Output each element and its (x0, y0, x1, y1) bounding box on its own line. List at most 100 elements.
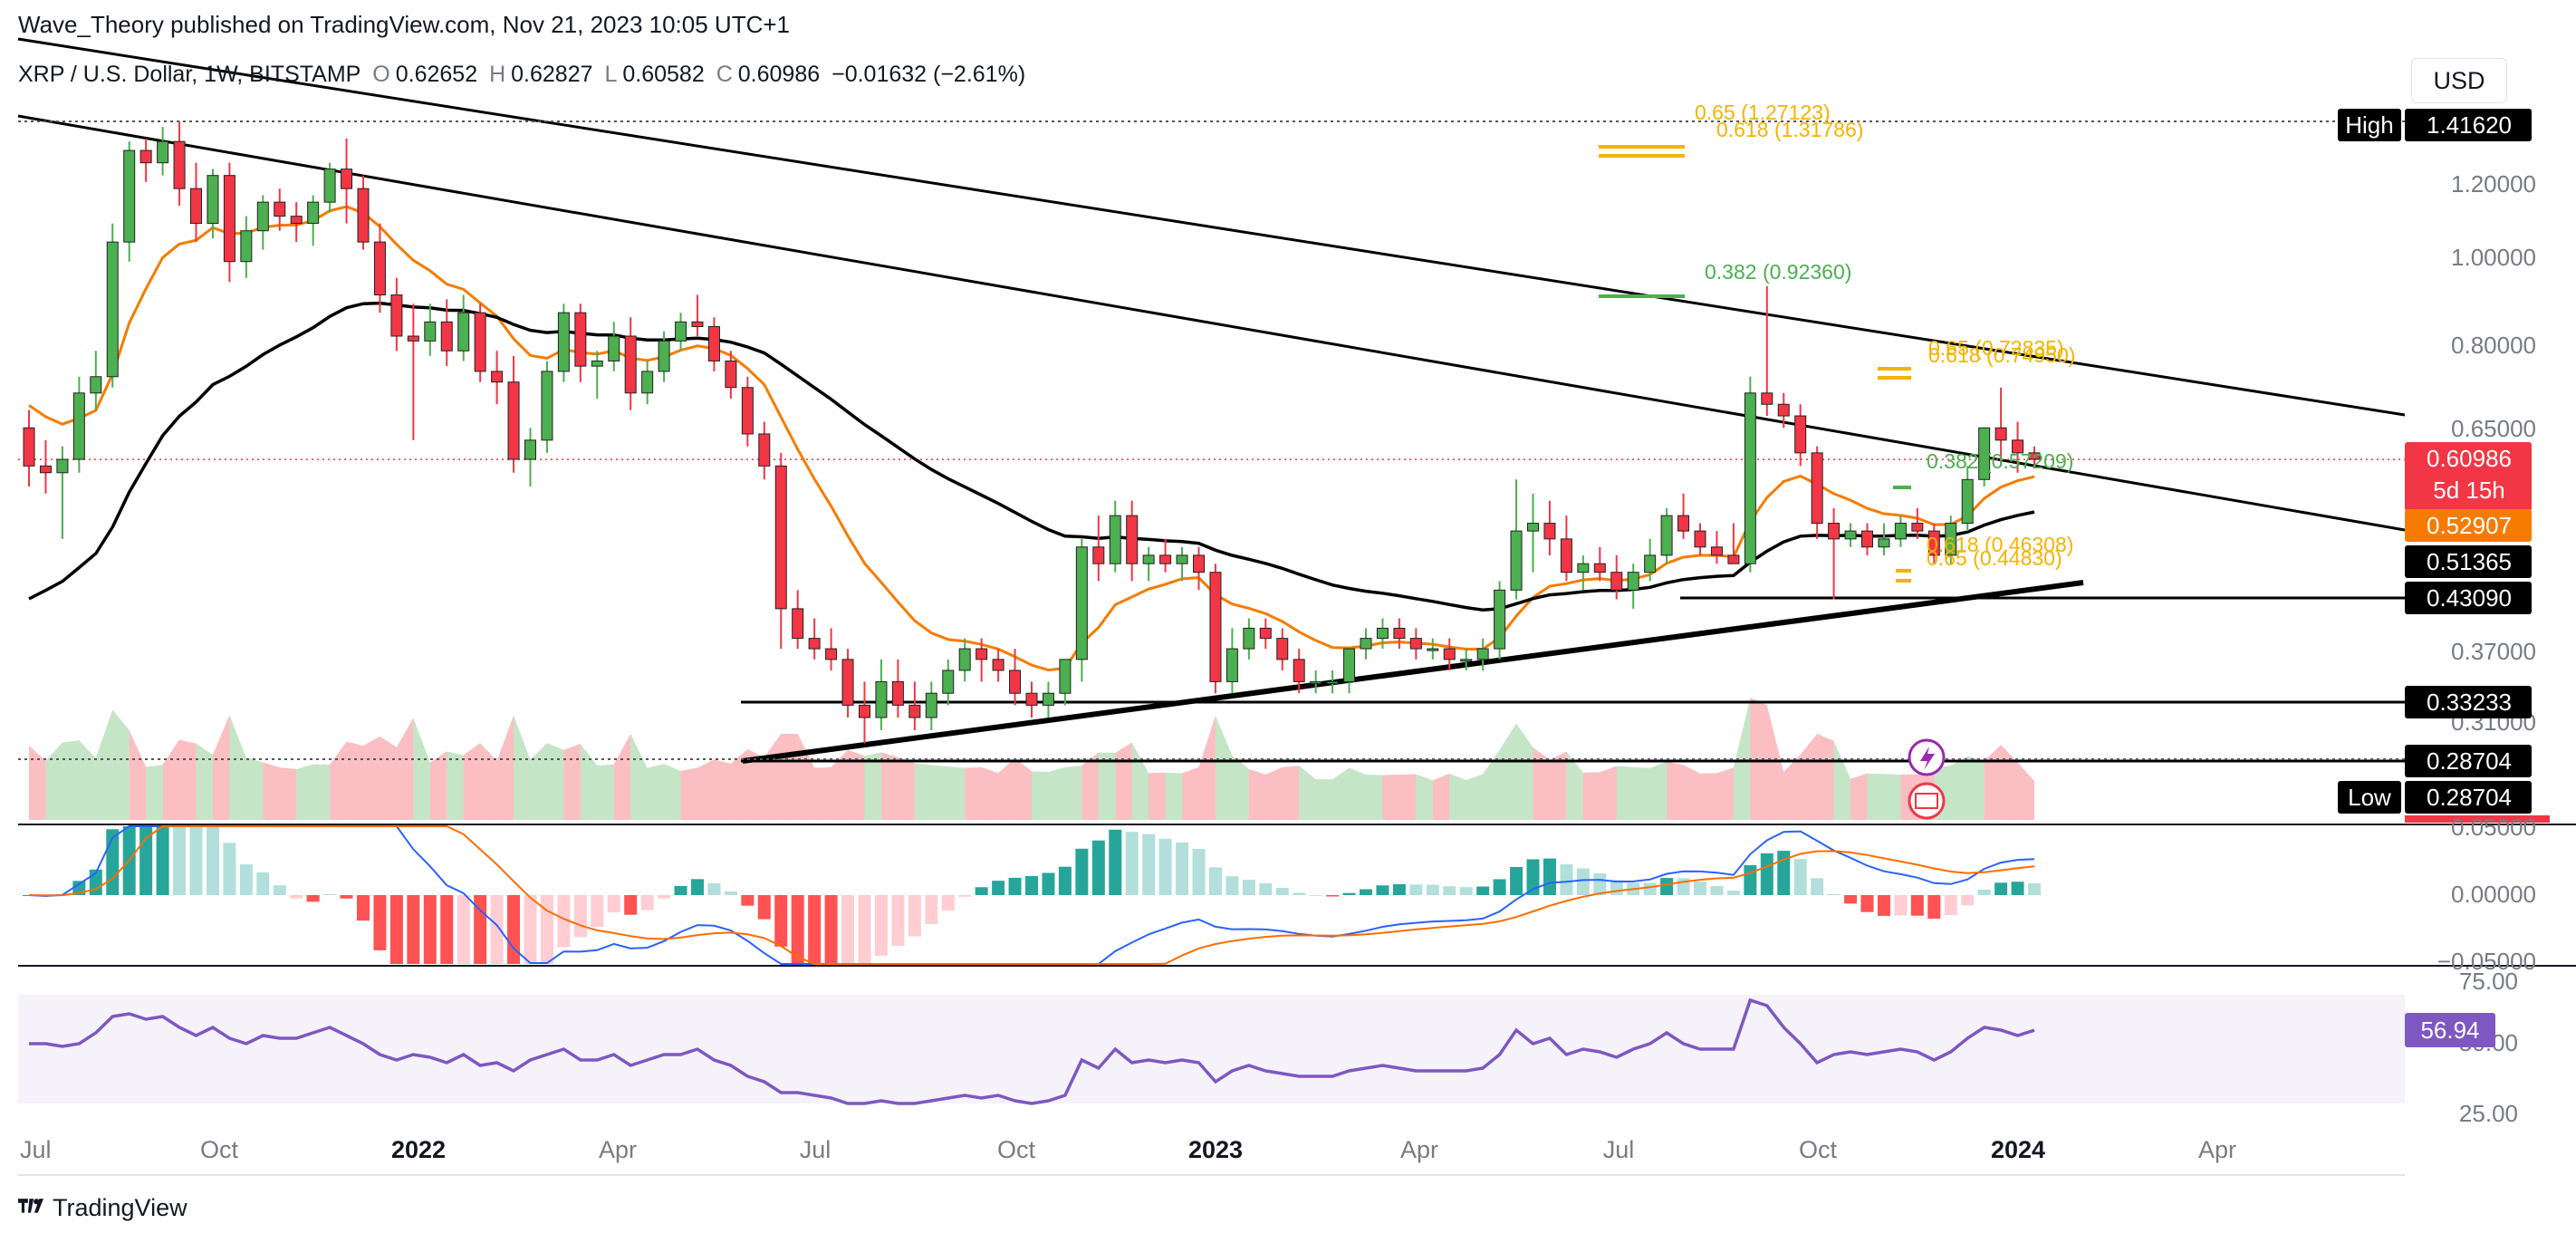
currency-button[interactable]: USD (2411, 58, 2507, 103)
volume-segment (981, 766, 999, 820)
macd-histogram-bar (1443, 886, 1456, 895)
volume-segment (396, 718, 414, 820)
time-axis-tick: 2024 (1991, 1136, 2045, 1163)
price-tag-value: 0.33233 (2427, 689, 2512, 716)
volume-segment (848, 749, 865, 820)
volume-segment (196, 743, 213, 820)
macd-histogram-bar (423, 895, 437, 964)
macd-histogram-bar (1726, 891, 1740, 895)
volume-segment (363, 736, 380, 820)
tradingview-logo[interactable]: TradingView (18, 1194, 187, 1222)
macd-histogram-bar (1293, 892, 1306, 895)
descending-trendline-inner (17, 114, 2406, 532)
macd-histogram-bar (389, 895, 403, 964)
price-tag-label: Low (2348, 784, 2391, 811)
candle-body (440, 321, 453, 352)
price-tag-value: 0.28704 (2427, 784, 2512, 811)
macd-histogram-bar (373, 895, 387, 950)
candle-body (1075, 546, 1088, 660)
price-tag-value: 0.43090 (2427, 584, 2512, 612)
macd-histogram-bar (791, 895, 804, 964)
candle-body (123, 149, 136, 243)
price-tag-value: 0.60986 (2427, 445, 2512, 472)
candle-body (56, 458, 69, 474)
candle-body (1727, 554, 1740, 564)
volume-segment (1366, 775, 1383, 820)
volume-segment (1198, 716, 1216, 820)
volume-segment (1883, 774, 1901, 820)
volume-segment (914, 763, 932, 820)
volume-segment (1299, 766, 1316, 820)
volume-segment (1700, 773, 1717, 820)
candle-body (1627, 572, 1639, 591)
candle-body (1694, 530, 1706, 548)
time-axis-tick: Apr (2198, 1136, 2236, 1163)
macd-histogram-bar (808, 895, 822, 964)
candle-body (1025, 692, 1038, 706)
symbol-name[interactable]: XRP / U.S. Dollar, 1W, BITSTAMP (18, 62, 361, 87)
candle-body (1794, 415, 1807, 454)
fib-level-label: 0.382 (0.92360) (1705, 260, 1851, 284)
macd-histogram-bar (323, 893, 337, 895)
price-tag (2405, 509, 2532, 542)
candle-body (1393, 627, 1406, 640)
volume-segment (747, 749, 764, 820)
candle-body (1159, 554, 1172, 564)
candle-body (1427, 648, 1439, 651)
volume-segment (764, 734, 782, 820)
volume-segment (1783, 755, 1801, 820)
macd-histogram-bar (457, 895, 470, 964)
macd-histogram-bar (741, 895, 755, 906)
candle-body (725, 360, 737, 389)
macd-histogram-bar (1777, 851, 1791, 895)
macd-histogram-bar (1660, 878, 1674, 895)
volume-segment (2017, 762, 2034, 820)
macd-histogram-bar (1226, 876, 1239, 895)
candle-body (1042, 692, 1054, 706)
high-value: 0.62827 (511, 62, 593, 87)
volume-segment (146, 765, 163, 820)
volume-segment (1165, 772, 1183, 820)
volume-segment (45, 742, 62, 820)
volume-segment (1081, 752, 1099, 820)
volume-segment (613, 734, 631, 820)
candle-body (1259, 627, 1272, 640)
macd-histogram-bar (239, 864, 253, 895)
macd-histogram-bar (490, 895, 504, 964)
macd-histogram-bar (189, 826, 203, 895)
volume-segment (1182, 766, 1199, 820)
candle-body (240, 230, 253, 263)
macd-histogram-bar (1576, 868, 1590, 895)
candle-body (1226, 648, 1238, 682)
macd-histogram-bar (1342, 892, 1356, 895)
candle-body (190, 188, 202, 225)
candle-body (1577, 563, 1590, 573)
candle-body (1593, 563, 1606, 573)
price-tag (2405, 442, 2532, 511)
time-axis-tick: Oct (200, 1136, 239, 1163)
volume-segment (697, 759, 715, 820)
ema-200-line (28, 301, 2035, 612)
macd-histogram-bar (925, 895, 938, 924)
candle-body (808, 638, 821, 650)
candle-body (658, 340, 670, 372)
price-tag (2405, 582, 2532, 614)
candle-body (1927, 530, 1940, 556)
macd-histogram-bar (1793, 859, 1807, 895)
fib-level-label: 0.65 (1.27123) (1695, 101, 1831, 124)
candle-body (457, 312, 470, 352)
rsi-axis-tick: 25.00 (2459, 1100, 2518, 1127)
price-tag (2405, 109, 2532, 141)
volume-segment (62, 740, 80, 820)
volume-segment (1600, 766, 1617, 820)
volume-segment (463, 743, 481, 820)
volume-segment (1483, 749, 1500, 820)
candle-body (373, 241, 386, 296)
macd-histogram-bar (223, 843, 236, 895)
candle-body (39, 465, 52, 474)
macd-histogram-bar (1208, 867, 1222, 895)
volume-segment (79, 740, 96, 820)
candle-body (139, 149, 152, 164)
volume-segment (1667, 761, 1684, 820)
